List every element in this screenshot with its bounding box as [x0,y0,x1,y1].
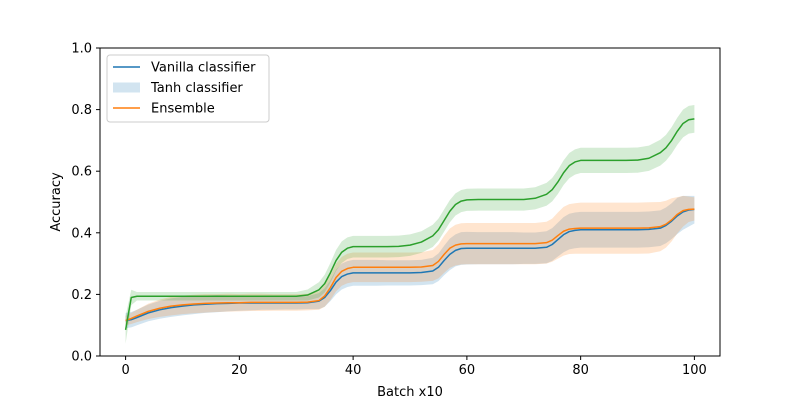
series-1-line [125,208,695,322]
series-0-band [125,195,695,329]
y-tick-label: 0.8 [71,103,92,118]
series-1-band [125,195,695,326]
legend-swatch [113,82,140,93]
y-axis-label: Accuracy [49,172,64,232]
x-tick-label: 80 [572,363,589,378]
y-tick-label: 0.4 [71,226,92,241]
x-axis-ticks: 0 20 40 60 80 100 [121,356,707,378]
y-axis-ticks: 0.0 0.2 0.4 0.6 0.8 1.0 [71,42,100,365]
legend-box [106,54,270,123]
legend-label: Vanilla classifier [151,61,256,76]
legend: Vanilla classifier Tanh classifier Ensembl… [106,54,270,123]
legend-label: Ensemble [151,102,215,117]
legend-label: Tanh classifier [150,81,243,96]
series-2-line [124,118,695,330]
legend-entries: Vanilla classifier Tanh classifier Ensembl… [113,61,256,117]
x-axis-label: Batch x10 [377,385,443,400]
confidence-bands [125,104,695,344]
x-tick-label: 60 [459,363,476,378]
y-tick-label: 0.2 [71,288,92,303]
x-tick-label: 40 [345,363,362,378]
plot-frame [99,47,721,357]
x-tick-label: 20 [231,363,248,378]
y-tick-label: 0.0 [71,350,92,365]
x-tick-label: 100 [682,363,707,378]
y-tick-label: 0.6 [71,165,92,180]
series-lines [124,118,695,330]
y-tick-label: 1.0 [71,42,92,57]
x-tick-label: 0 [121,363,129,378]
